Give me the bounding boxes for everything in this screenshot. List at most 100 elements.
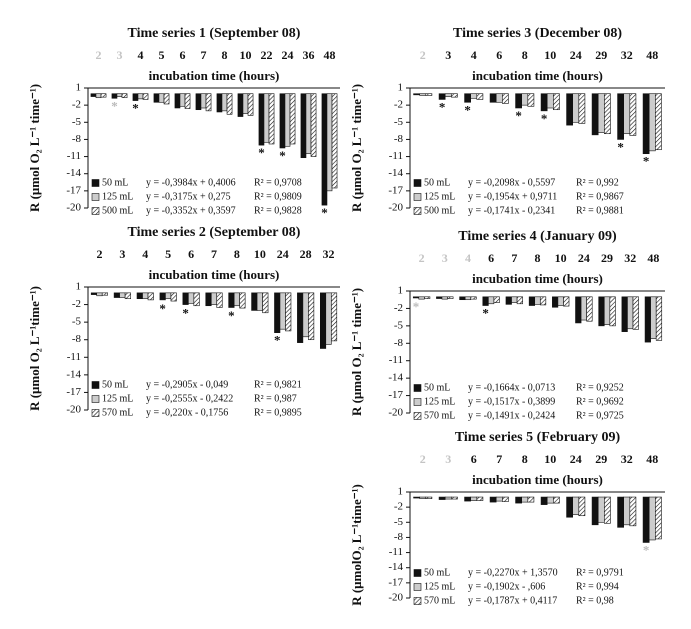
bar bbox=[553, 496, 560, 504]
x-tick-label: 48 bbox=[646, 48, 658, 62]
x-tick-label: 3 bbox=[442, 251, 448, 265]
x-tick-label: 22 bbox=[261, 48, 273, 62]
x-tick-label: 2 bbox=[96, 48, 102, 62]
legend-label: 500 mL bbox=[102, 205, 133, 216]
bar bbox=[418, 296, 425, 300]
y-tick-label: -8 bbox=[394, 337, 404, 349]
bar bbox=[228, 292, 235, 308]
bar bbox=[237, 93, 244, 117]
y-tick-label: -11 bbox=[389, 546, 403, 558]
x-tick-label: 24 bbox=[570, 48, 582, 62]
x-tick-label: 7 bbox=[496, 452, 502, 466]
x-tick-label: 48 bbox=[647, 251, 659, 265]
significance-marker: * bbox=[439, 99, 446, 114]
bar bbox=[648, 93, 656, 152]
bar bbox=[604, 496, 611, 524]
bar bbox=[413, 93, 420, 96]
x-tick-label: 32 bbox=[621, 48, 633, 62]
legend-r2: R² = 0,9252 bbox=[576, 382, 624, 393]
y-tick-label: -2 bbox=[72, 298, 81, 310]
bar bbox=[644, 296, 651, 343]
legend-label: 125 mL bbox=[102, 191, 133, 202]
y-tick-label: -20 bbox=[66, 202, 81, 214]
bar bbox=[247, 93, 254, 116]
bar bbox=[617, 93, 624, 140]
bar bbox=[116, 93, 123, 97]
y-tick-label: -11 bbox=[67, 351, 81, 363]
bar bbox=[158, 93, 165, 103]
legend-r2: R² = 0,98 bbox=[576, 595, 614, 606]
bar bbox=[279, 292, 286, 330]
x-axis-label: incubation time (hours) bbox=[149, 267, 280, 282]
bar bbox=[170, 292, 177, 302]
bar bbox=[444, 496, 452, 500]
x-tick-label: 4 bbox=[138, 48, 144, 62]
bar bbox=[591, 93, 599, 136]
y-axis-label: R (μmolO₂ L⁻¹time⁻¹) bbox=[349, 484, 364, 606]
bar bbox=[489, 496, 497, 503]
bar bbox=[132, 93, 139, 101]
y-axis-label: R (μmol O₂ L⁻¹time⁻¹) bbox=[27, 286, 42, 411]
significance-marker: * bbox=[643, 154, 650, 169]
x-tick-label: 6 bbox=[188, 247, 194, 261]
legend-r2: R² = 0,9828 bbox=[254, 205, 302, 216]
legend-label: 570 mL bbox=[424, 595, 455, 606]
y-tick-label: -17 bbox=[388, 576, 403, 588]
bar bbox=[195, 93, 202, 111]
x-tick-label: 48 bbox=[324, 48, 336, 62]
bar bbox=[226, 93, 233, 115]
bar bbox=[121, 93, 128, 99]
y-tick-label: -20 bbox=[66, 404, 81, 416]
x-tick-label: 10 bbox=[254, 247, 266, 261]
bar bbox=[495, 496, 503, 502]
legend-equation: y = -0,2555x - 0,2422 bbox=[146, 393, 233, 404]
y-tick-label: -8 bbox=[394, 531, 404, 543]
legend-swatch bbox=[413, 193, 422, 201]
bar bbox=[464, 93, 471, 103]
bar bbox=[572, 496, 580, 516]
significance-marker: * bbox=[274, 333, 281, 348]
bar bbox=[321, 93, 328, 206]
x-tick-label: 6 bbox=[488, 251, 494, 265]
significance-marker: * bbox=[413, 299, 420, 314]
bar bbox=[540, 93, 548, 112]
x-tick-label: 24 bbox=[282, 48, 294, 62]
bar bbox=[210, 292, 218, 305]
bar bbox=[447, 296, 454, 299]
y-tick-label: -11 bbox=[67, 150, 81, 162]
bar bbox=[623, 496, 631, 526]
legend-swatch bbox=[413, 583, 422, 591]
bar bbox=[528, 296, 536, 306]
legend-r2: R² = 0,9708 bbox=[254, 177, 302, 188]
bar bbox=[216, 292, 223, 308]
x-tick-label: 5 bbox=[159, 48, 165, 62]
y-tick-label: -8 bbox=[394, 133, 404, 145]
bar bbox=[623, 93, 631, 135]
bar bbox=[305, 93, 312, 155]
bar bbox=[179, 93, 186, 107]
bar bbox=[297, 292, 304, 343]
bar bbox=[539, 296, 547, 306]
x-tick-label: 4 bbox=[142, 247, 148, 261]
bar bbox=[188, 292, 195, 304]
legend-label: 50 mL bbox=[424, 567, 450, 578]
y-tick-label: -5 bbox=[394, 116, 404, 128]
x-tick-label: 7 bbox=[511, 251, 517, 265]
legend-equation: y = -0,2270x + 1,3570 bbox=[468, 567, 558, 578]
panel: Time series 4 (January 09) incubation tim… bbox=[349, 229, 665, 421]
bar bbox=[444, 93, 452, 97]
y-tick-label: -20 bbox=[388, 407, 403, 419]
bar bbox=[632, 296, 639, 330]
legend-swatch bbox=[413, 179, 422, 187]
x-axis-label: incubation time (hours) bbox=[472, 68, 603, 83]
x-tick-label: 24 bbox=[578, 251, 590, 265]
x-tick-label: 29 bbox=[601, 251, 613, 265]
bar bbox=[516, 296, 523, 305]
y-tick-label: -2 bbox=[72, 99, 81, 111]
bar bbox=[441, 296, 448, 300]
y-tick-label: -20 bbox=[388, 592, 403, 604]
bar bbox=[274, 292, 281, 333]
legend-r2: R² = 0,9881 bbox=[576, 205, 624, 216]
legend-r2: R² = 0,9895 bbox=[254, 407, 302, 418]
x-tick-label: 5 bbox=[165, 247, 171, 261]
